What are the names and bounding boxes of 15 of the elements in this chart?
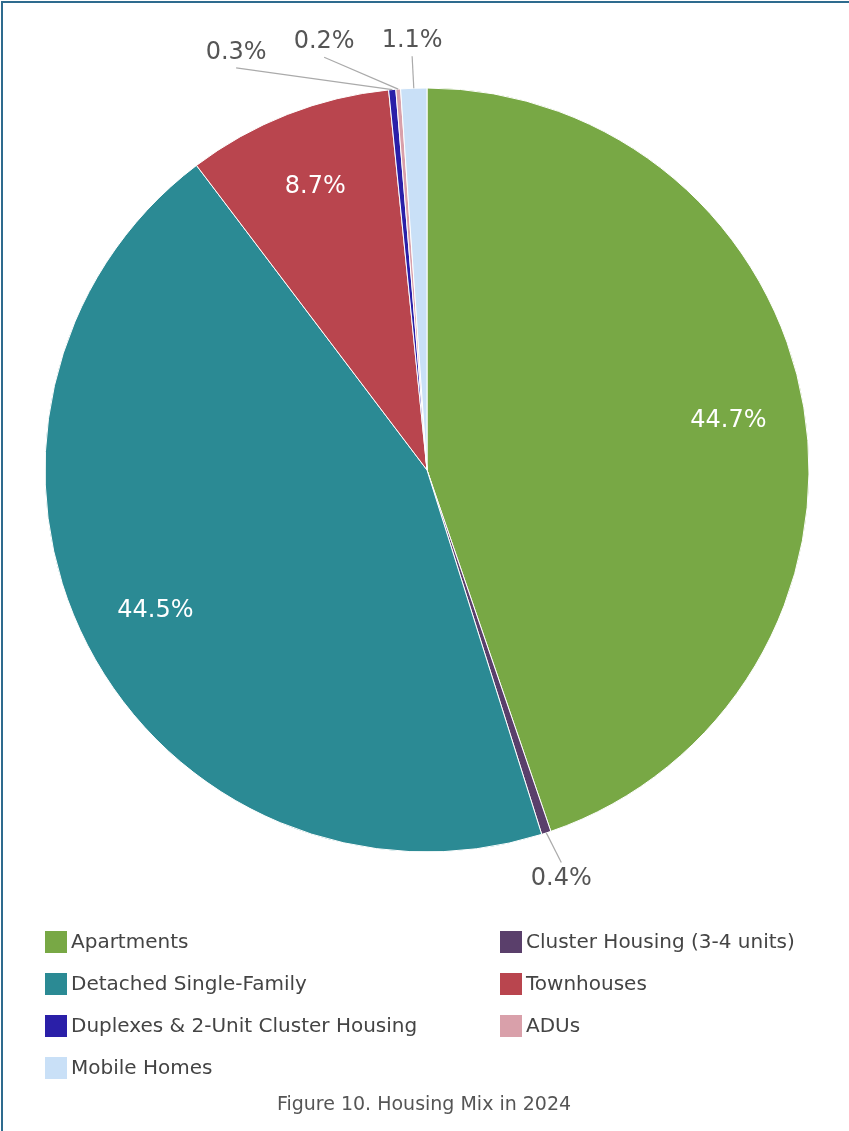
data-label: 0.4% bbox=[530, 863, 592, 892]
text: Figure 10. Housing Mix in 2024 bbox=[276, 1092, 572, 1114]
data-label: 8.7% bbox=[284, 170, 346, 199]
legend-label: Mobile Homes bbox=[71, 1054, 213, 1079]
data-label: 0.2% bbox=[293, 26, 355, 55]
data-label: 44.7% bbox=[690, 404, 767, 433]
data-label: 44.5% bbox=[117, 595, 194, 624]
legend-label: Detached Single-Family bbox=[71, 970, 308, 995]
legend-label: ADUs bbox=[526, 1012, 581, 1037]
data-label: 0.3% bbox=[205, 36, 267, 65]
legend-label: Duplexes & 2-Unit Cluster Housing bbox=[71, 1012, 418, 1037]
legend-label: Townhouses bbox=[525, 970, 647, 995]
legend-label: Apartments bbox=[71, 928, 189, 953]
legend-label: Cluster Housing (3-4 units) bbox=[526, 928, 795, 953]
data-label: 1.1% bbox=[381, 25, 443, 54]
